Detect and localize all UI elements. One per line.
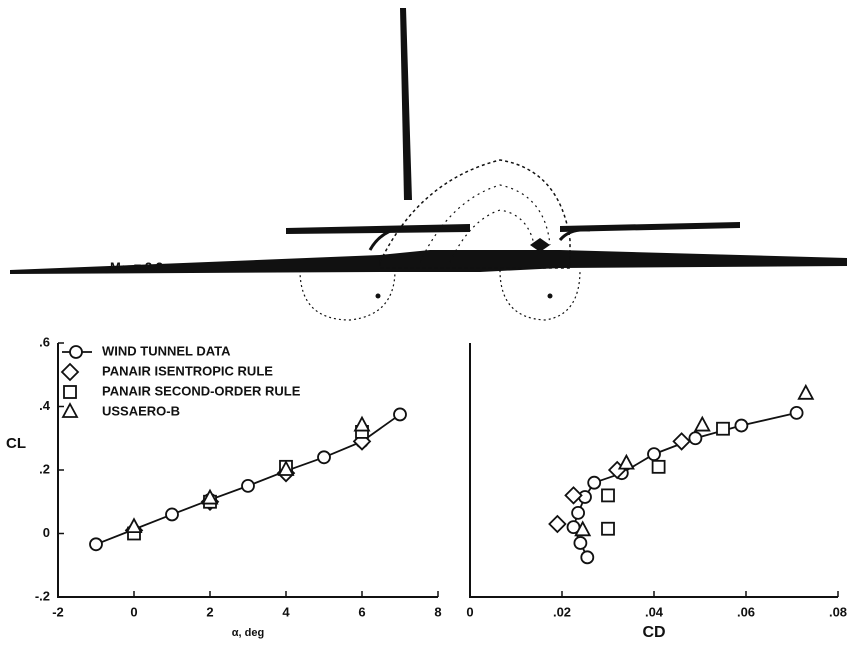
x-tick-label: .02 xyxy=(553,604,571,619)
x-tick-label: 0 xyxy=(130,604,137,619)
data-point xyxy=(693,415,711,432)
data-point xyxy=(393,407,407,422)
nacelle-contour xyxy=(499,269,581,321)
x-tick-label: .06 xyxy=(737,604,755,619)
legend-label: PANAIR SECOND-ORDER RULE xyxy=(102,383,301,398)
tail-fin xyxy=(400,8,412,200)
x-tick-label: .04 xyxy=(645,604,664,619)
legend-label: WIND TUNNEL DATA xyxy=(102,343,231,358)
wing-root xyxy=(368,226,591,251)
y-tick-label: -.2 xyxy=(35,588,50,603)
data-point xyxy=(573,536,588,550)
wing xyxy=(10,250,847,274)
x-tick-label: 8 xyxy=(434,604,441,619)
data-point xyxy=(716,421,730,436)
x-tick-label: 2 xyxy=(206,604,213,619)
legend-label: USSAERO-B xyxy=(102,403,180,418)
y-tick-label: .2 xyxy=(39,461,50,476)
horizontal-tail xyxy=(560,222,740,232)
data-point xyxy=(125,517,143,534)
aircraft-drawing xyxy=(10,8,847,321)
data-point xyxy=(617,453,635,470)
data-point xyxy=(797,383,815,400)
data-point xyxy=(548,514,567,534)
x-tick-label: 6 xyxy=(358,604,365,619)
data-point xyxy=(651,459,666,474)
series-line xyxy=(572,411,797,558)
data-point xyxy=(564,486,583,505)
nacelle-center xyxy=(375,293,381,299)
data-point xyxy=(580,550,595,565)
y-axis-label: CL xyxy=(6,435,26,452)
data-point xyxy=(688,431,703,446)
pressure-contour xyxy=(419,184,551,263)
legend-marker xyxy=(69,345,83,359)
legend-marker xyxy=(60,362,80,382)
data-point xyxy=(587,475,602,490)
x-axis-label: α, deg xyxy=(232,627,264,639)
data-point xyxy=(89,537,103,552)
x-tick-label: .08 xyxy=(829,604,847,619)
body-mark xyxy=(530,238,550,252)
y-tick-label: .6 xyxy=(39,334,50,349)
legend-marker xyxy=(61,402,79,418)
data-point xyxy=(241,478,255,493)
x-tick-label: 4 xyxy=(282,604,290,619)
y-tick-label: 0 xyxy=(43,525,50,540)
horizontal-tail xyxy=(286,224,470,234)
legend-marker xyxy=(63,385,77,399)
y-tick-label: .4 xyxy=(39,398,51,413)
data-point xyxy=(165,507,179,522)
data-point xyxy=(601,488,615,503)
data-point xyxy=(571,505,585,520)
data-point xyxy=(647,447,661,462)
data-point xyxy=(317,450,331,465)
data-point xyxy=(201,488,219,505)
data-point xyxy=(277,460,295,476)
data-point xyxy=(601,521,615,536)
axis-line xyxy=(57,343,438,598)
pressure-contour xyxy=(379,159,571,269)
data-point xyxy=(574,520,592,537)
x-tick-label: 0 xyxy=(466,604,473,619)
data-point xyxy=(353,415,371,432)
pressure-contour xyxy=(449,209,536,263)
legend-label: PANAIR ISENTROPIC RULE xyxy=(102,363,273,378)
mach-annotation: M∞ = 2.2 xyxy=(110,259,163,274)
nacelle-center xyxy=(547,293,553,299)
data-point xyxy=(672,432,691,451)
data-point xyxy=(734,418,749,433)
data-point xyxy=(789,405,804,420)
nacelle-contour xyxy=(299,269,396,321)
x-tick-label: -2 xyxy=(52,604,64,619)
x-axis-label: CD xyxy=(642,624,665,641)
